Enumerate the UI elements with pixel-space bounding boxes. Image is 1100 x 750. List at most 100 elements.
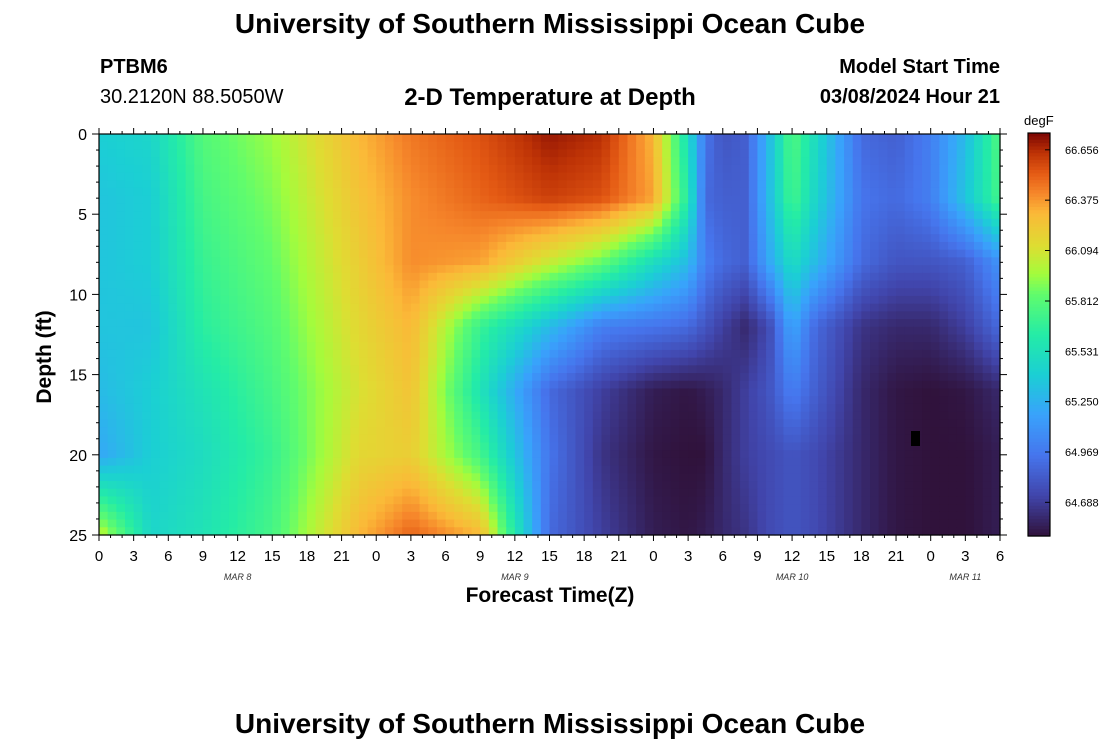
heatmap-cell (861, 295, 871, 305)
heatmap-cell (566, 442, 577, 451)
heatmap-cell (116, 295, 126, 305)
heatmap-cell (592, 488, 603, 498)
heatmap-cell (471, 234, 481, 243)
heatmap-cell (974, 257, 984, 266)
heatmap-cell (766, 149, 776, 158)
heatmap-cell (982, 265, 992, 274)
heatmap-cell (540, 342, 551, 351)
heatmap-cell (376, 457, 386, 467)
heatmap-cell (324, 434, 334, 444)
heatmap-cell (159, 411, 169, 420)
heatmap-cell (220, 280, 230, 289)
heatmap-cell (497, 172, 507, 181)
heatmap-cell (644, 496, 655, 505)
heatmap-cell (514, 195, 525, 204)
heatmap-cell (575, 365, 585, 374)
heatmap-cell (740, 465, 750, 474)
heatmap-cell (705, 180, 715, 189)
heatmap-cell (376, 218, 386, 228)
heatmap-cell (991, 134, 1001, 143)
heatmap-cell (523, 442, 533, 451)
heatmap-cell (367, 365, 377, 374)
heatmap-cell (254, 365, 265, 374)
heatmap-cell (584, 149, 594, 158)
heatmap-cell (610, 434, 620, 444)
heatmap-cell (913, 419, 923, 428)
heatmap-cell (974, 234, 984, 243)
heatmap-cell (341, 427, 351, 436)
heatmap-cell (462, 442, 473, 451)
heatmap-cell (740, 349, 750, 359)
heatmap-cell (272, 311, 282, 320)
heatmap-cell (766, 365, 776, 374)
heatmap-cell (965, 473, 975, 482)
heatmap-cell (705, 288, 715, 297)
heatmap-cell (809, 380, 819, 390)
heatmap-cell (757, 319, 767, 328)
heatmap-cell (982, 134, 992, 143)
heatmap-cell (237, 373, 247, 382)
heatmap-cell (965, 319, 975, 328)
heatmap-cell (731, 496, 741, 505)
heatmap-cell (341, 319, 351, 328)
heatmap-cell (800, 380, 810, 390)
heatmap-cell (159, 187, 169, 197)
heatmap-cell (878, 295, 888, 305)
heatmap-cell (237, 357, 247, 366)
heatmap-cell (506, 265, 516, 274)
heatmap-cell (870, 481, 880, 490)
heatmap-cell (662, 488, 672, 498)
heatmap-cell (315, 403, 325, 413)
heatmap-cell (740, 164, 750, 174)
heatmap-cell (393, 434, 403, 444)
heatmap-cell (748, 334, 759, 343)
heatmap-cell (956, 326, 966, 336)
heatmap-cell (142, 419, 152, 428)
heatmap-cell (454, 203, 464, 212)
heatmap-cell (956, 257, 966, 266)
heatmap-cell (168, 365, 178, 374)
heatmap-cell (644, 373, 655, 382)
heatmap-cell (722, 203, 733, 212)
heatmap-cell (514, 488, 525, 498)
heatmap-cell (852, 149, 862, 158)
heatmap-cell (627, 357, 637, 366)
heatmap-cell (670, 465, 681, 474)
heatmap-cell (540, 288, 551, 297)
heatmap-cell (575, 180, 585, 189)
heatmap-cell (150, 249, 161, 258)
heatmap-cell (930, 257, 940, 266)
heatmap-cell (332, 226, 343, 235)
heatmap-cell (410, 442, 421, 451)
heatmap-cell (930, 465, 940, 474)
heatmap-cell (896, 319, 906, 328)
heatmap-cell (861, 311, 871, 320)
heatmap-cell (462, 164, 473, 174)
heatmap-cell (826, 272, 836, 282)
heatmap-cell (696, 380, 707, 390)
heatmap-cell (705, 488, 715, 498)
heatmap-cell (454, 427, 464, 436)
heatmap-cell (800, 280, 810, 289)
heatmap-cell (896, 234, 906, 243)
heatmap-cell (558, 241, 568, 251)
heatmap-cell (211, 473, 221, 482)
heatmap-cell (402, 419, 412, 428)
heatmap-cell (688, 149, 698, 158)
heatmap-cell (471, 272, 481, 282)
heatmap-cell (627, 342, 637, 351)
heatmap-cell (878, 280, 888, 289)
heatmap-cell (532, 334, 542, 343)
heatmap-cell (800, 241, 810, 251)
heatmap-cell (722, 396, 733, 405)
heatmap-cell (653, 388, 663, 397)
heatmap-cell (506, 295, 516, 305)
heatmap-cell (610, 241, 620, 251)
heatmap-cell (506, 134, 516, 143)
heatmap-cell (393, 203, 403, 212)
heatmap-cell (497, 442, 507, 451)
heatmap-cell (566, 380, 577, 390)
heatmap-cell (220, 357, 230, 366)
heatmap-cell (766, 211, 776, 220)
heatmap-cell (506, 388, 516, 397)
